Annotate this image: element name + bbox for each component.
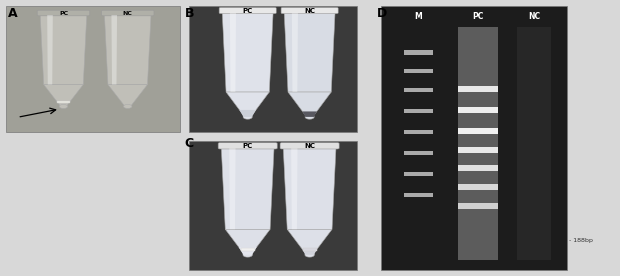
Text: D: D	[377, 7, 388, 20]
Polygon shape	[104, 15, 151, 84]
Bar	[404, 130, 433, 134]
Bar	[303, 248, 317, 251]
Polygon shape	[229, 148, 236, 229]
Bar	[381, 6, 567, 270]
Ellipse shape	[60, 104, 68, 108]
Polygon shape	[40, 15, 87, 84]
Polygon shape	[108, 84, 148, 107]
FancyBboxPatch shape	[219, 7, 277, 14]
Polygon shape	[225, 229, 270, 255]
Bar	[6, 6, 180, 132]
Text: NC: NC	[304, 143, 315, 149]
Bar	[458, 86, 498, 92]
Polygon shape	[284, 13, 335, 92]
FancyBboxPatch shape	[102, 10, 154, 16]
Polygon shape	[221, 148, 274, 229]
Bar	[458, 128, 498, 134]
Text: PC: PC	[472, 12, 484, 22]
Bar	[458, 147, 498, 153]
Ellipse shape	[243, 253, 252, 257]
Text: NC: NC	[123, 10, 133, 15]
Bar	[517, 27, 551, 260]
Bar	[458, 27, 498, 260]
Bar	[404, 88, 433, 92]
Polygon shape	[112, 15, 117, 84]
Polygon shape	[287, 229, 332, 255]
Text: A: A	[7, 7, 17, 20]
Polygon shape	[239, 110, 256, 117]
Ellipse shape	[305, 253, 314, 257]
Polygon shape	[47, 15, 53, 84]
Text: - 188bp: - 188bp	[569, 238, 593, 243]
Text: M: M	[415, 12, 422, 22]
Text: PC: PC	[242, 7, 253, 14]
Bar	[189, 6, 356, 132]
Bar	[404, 51, 433, 55]
Bar	[458, 165, 498, 171]
Text: C: C	[185, 137, 194, 150]
Polygon shape	[283, 148, 336, 229]
Bar	[404, 109, 433, 113]
Text: PC: PC	[59, 10, 68, 15]
Text: PC: PC	[242, 143, 253, 149]
Ellipse shape	[243, 115, 252, 119]
FancyBboxPatch shape	[37, 10, 90, 16]
Bar	[458, 107, 498, 113]
FancyBboxPatch shape	[281, 7, 338, 14]
Ellipse shape	[305, 115, 314, 119]
Bar	[458, 203, 498, 209]
Bar	[404, 151, 433, 155]
Polygon shape	[291, 148, 298, 229]
FancyBboxPatch shape	[218, 143, 277, 149]
Polygon shape	[288, 92, 331, 117]
Polygon shape	[239, 247, 257, 255]
Polygon shape	[226, 92, 269, 117]
Bar	[189, 141, 356, 270]
FancyBboxPatch shape	[280, 143, 339, 149]
Bar	[241, 248, 255, 251]
Bar	[57, 101, 69, 103]
Polygon shape	[292, 13, 298, 92]
Polygon shape	[303, 250, 317, 255]
Polygon shape	[230, 13, 236, 92]
Bar	[404, 193, 433, 197]
Bar	[404, 69, 433, 73]
Text: B: B	[185, 7, 194, 20]
Ellipse shape	[123, 104, 132, 108]
Text: NC: NC	[304, 7, 315, 14]
Text: NC: NC	[528, 12, 540, 22]
Bar	[458, 184, 498, 190]
Polygon shape	[44, 84, 83, 107]
Bar	[404, 172, 433, 176]
Polygon shape	[222, 13, 273, 92]
Polygon shape	[303, 112, 317, 117]
